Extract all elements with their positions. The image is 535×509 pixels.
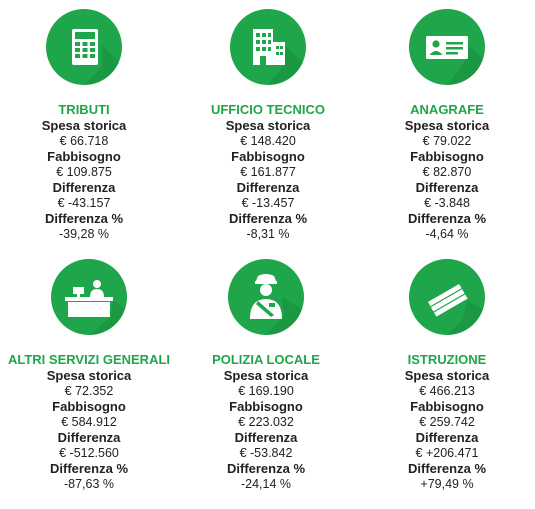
differenza-label: Differenza xyxy=(415,430,479,445)
category-title: POLIZIA LOCALE xyxy=(212,352,320,367)
category-title: UFFICIO TECNICO xyxy=(210,102,326,117)
category-card-ufficio-tecnico: UFFICIO TECNICO Spesa storica € 148.420 … xyxy=(178,9,358,242)
category-card-anagrafe: ANAGRAFE Spesa storica € 79.022 Fabbisog… xyxy=(357,9,535,242)
category-title: ANAGRAFE xyxy=(410,102,484,117)
differenza-label: Differenza xyxy=(234,430,298,445)
fabbisogno-label: Fabbisogno xyxy=(410,149,484,164)
differenza-label: Differenza xyxy=(57,430,121,445)
differenza-value: € +206.471 xyxy=(415,445,479,460)
category-card-istruzione: ISTRUZIONE Spesa storica € 466.213 Fabbi… xyxy=(357,259,535,492)
fabbisogno-label: Fabbisogno xyxy=(231,149,305,164)
fabbisogno-label: Fabbisogno xyxy=(52,399,126,414)
spesa-label: Spesa storica xyxy=(46,368,132,383)
fabbisogno-label: Fabbisogno xyxy=(47,149,121,164)
differenza-pct-label: Differenza % xyxy=(407,211,487,226)
differenza-pct-value: +79,49 % xyxy=(420,476,474,491)
differenza-pct-value: -39,28 % xyxy=(58,226,110,241)
spesa-value: € 79.022 xyxy=(422,133,472,148)
spesa-label: Spesa storica xyxy=(404,368,490,383)
category-card-altri-servizi-generali: ALTRI SERVIZI GENERALI Spesa storica € 7… xyxy=(0,259,179,492)
differenza-pct-label: Differenza % xyxy=(226,461,306,476)
differenza-pct-label: Differenza % xyxy=(49,461,129,476)
category-title: ISTRUZIONE xyxy=(407,352,487,367)
desk-clerk-icon xyxy=(51,259,127,335)
fabbisogno-value: € 109.875 xyxy=(56,164,112,179)
spesa-value: € 148.420 xyxy=(240,133,296,148)
spesa-value: € 169.190 xyxy=(238,383,294,398)
fabbisogno-label: Fabbisogno xyxy=(229,399,303,414)
differenza-pct-value: -24,14 % xyxy=(240,476,292,491)
spesa-value: € 72.352 xyxy=(64,383,114,398)
fabbisogno-label: Fabbisogno xyxy=(410,399,484,414)
category-card-tributi: TRIBUTI Spesa storica € 66.718 Fabbisogn… xyxy=(0,9,174,242)
differenza-value: € -53.842 xyxy=(239,445,293,460)
differenza-pct-label: Differenza % xyxy=(228,211,308,226)
calculator-icon xyxy=(46,9,122,85)
differenza-pct-label: Differenza % xyxy=(44,211,124,226)
differenza-pct-value: -8,31 % xyxy=(246,226,290,241)
differenza-value: € -13.457 xyxy=(241,195,295,210)
fabbisogno-value: € 259.742 xyxy=(419,414,475,429)
differenza-pct-value: -4,64 % xyxy=(425,226,469,241)
differenza-value: € -43.157 xyxy=(57,195,111,210)
spesa-label: Spesa storica xyxy=(225,118,311,133)
spesa-value: € 466.213 xyxy=(419,383,475,398)
fabbisogno-value: € 223.032 xyxy=(238,414,294,429)
id-card-icon xyxy=(409,9,485,85)
category-title: TRIBUTI xyxy=(58,102,110,117)
fabbisogno-value: € 82.870 xyxy=(422,164,472,179)
fabbisogno-value: € 584.912 xyxy=(61,414,117,429)
books-icon xyxy=(409,259,485,335)
fabbisogno-value: € 161.877 xyxy=(240,164,296,179)
differenza-value: € -512.560 xyxy=(59,445,119,460)
differenza-label: Differenza xyxy=(415,180,479,195)
police-officer-icon xyxy=(228,259,304,335)
differenza-label: Differenza xyxy=(52,180,116,195)
differenza-value: € -3.848 xyxy=(424,195,470,210)
differenza-pct-label: Differenza % xyxy=(407,461,487,476)
differenza-label: Differenza xyxy=(236,180,300,195)
spesa-label: Spesa storica xyxy=(223,368,309,383)
spesa-label: Spesa storica xyxy=(41,118,127,133)
category-card-polizia-locale: POLIZIA LOCALE Spesa storica € 169.190 F… xyxy=(176,259,356,492)
differenza-pct-value: -87,63 % xyxy=(63,476,115,491)
building-icon xyxy=(230,9,306,85)
spesa-value: € 66.718 xyxy=(59,133,109,148)
category-title: ALTRI SERVIZI GENERALI xyxy=(7,352,171,367)
spesa-label: Spesa storica xyxy=(404,118,490,133)
